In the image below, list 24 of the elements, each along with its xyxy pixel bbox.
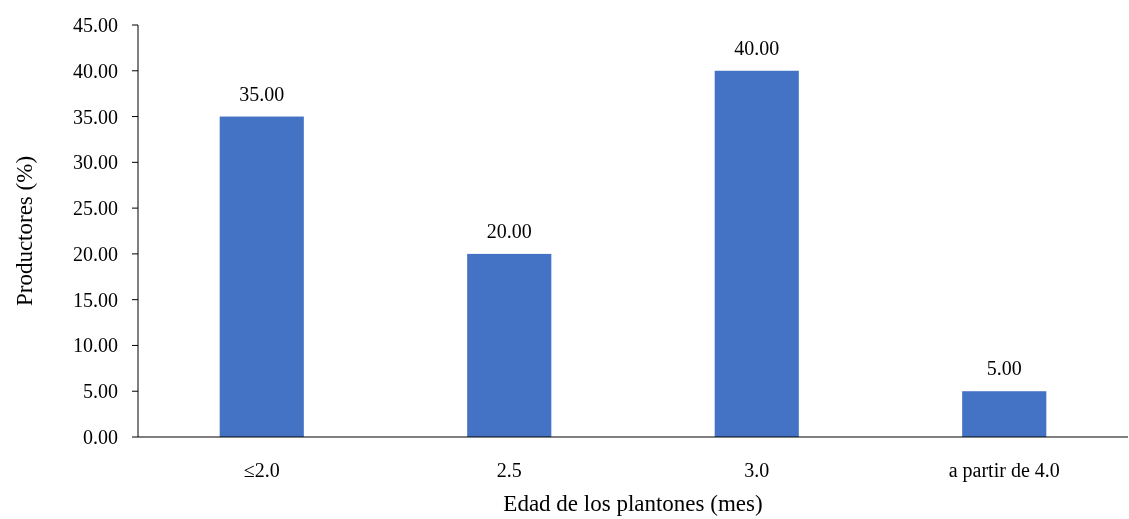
y-tick-label: 25.00 bbox=[73, 197, 118, 220]
bar bbox=[467, 253, 552, 437]
y-tick-label: 20.00 bbox=[73, 242, 118, 265]
data-label: 40.00 bbox=[734, 36, 780, 59]
y-tick-label: 40.00 bbox=[73, 59, 118, 82]
x-tick-label: 2.5 bbox=[496, 459, 522, 481]
y-tick-label: 15.00 bbox=[73, 288, 118, 311]
y-tick-label: 30.00 bbox=[73, 151, 118, 174]
y-tick-label: 35.00 bbox=[73, 105, 118, 128]
x-tick-label: ≤2.0 bbox=[243, 459, 280, 481]
x-tick-label: 3.0 bbox=[744, 459, 770, 481]
y-tick-label: 0.00 bbox=[83, 426, 118, 448]
y-tick-label: 5.00 bbox=[83, 380, 118, 403]
data-label: 5.00 bbox=[986, 357, 1022, 380]
y-tick-label: 45.00 bbox=[73, 14, 118, 36]
bar bbox=[219, 116, 304, 437]
x-axis-title: Edad de los plantones (mes) bbox=[503, 491, 763, 516]
data-label: 20.00 bbox=[486, 219, 532, 242]
y-axis-title: Productores (%) bbox=[12, 155, 37, 307]
bar bbox=[714, 70, 799, 437]
data-label: 35.00 bbox=[239, 82, 285, 105]
bar bbox=[962, 391, 1047, 437]
x-tick-label: a partir de 4.0 bbox=[948, 459, 1060, 482]
y-tick-label: 10.00 bbox=[73, 334, 118, 357]
